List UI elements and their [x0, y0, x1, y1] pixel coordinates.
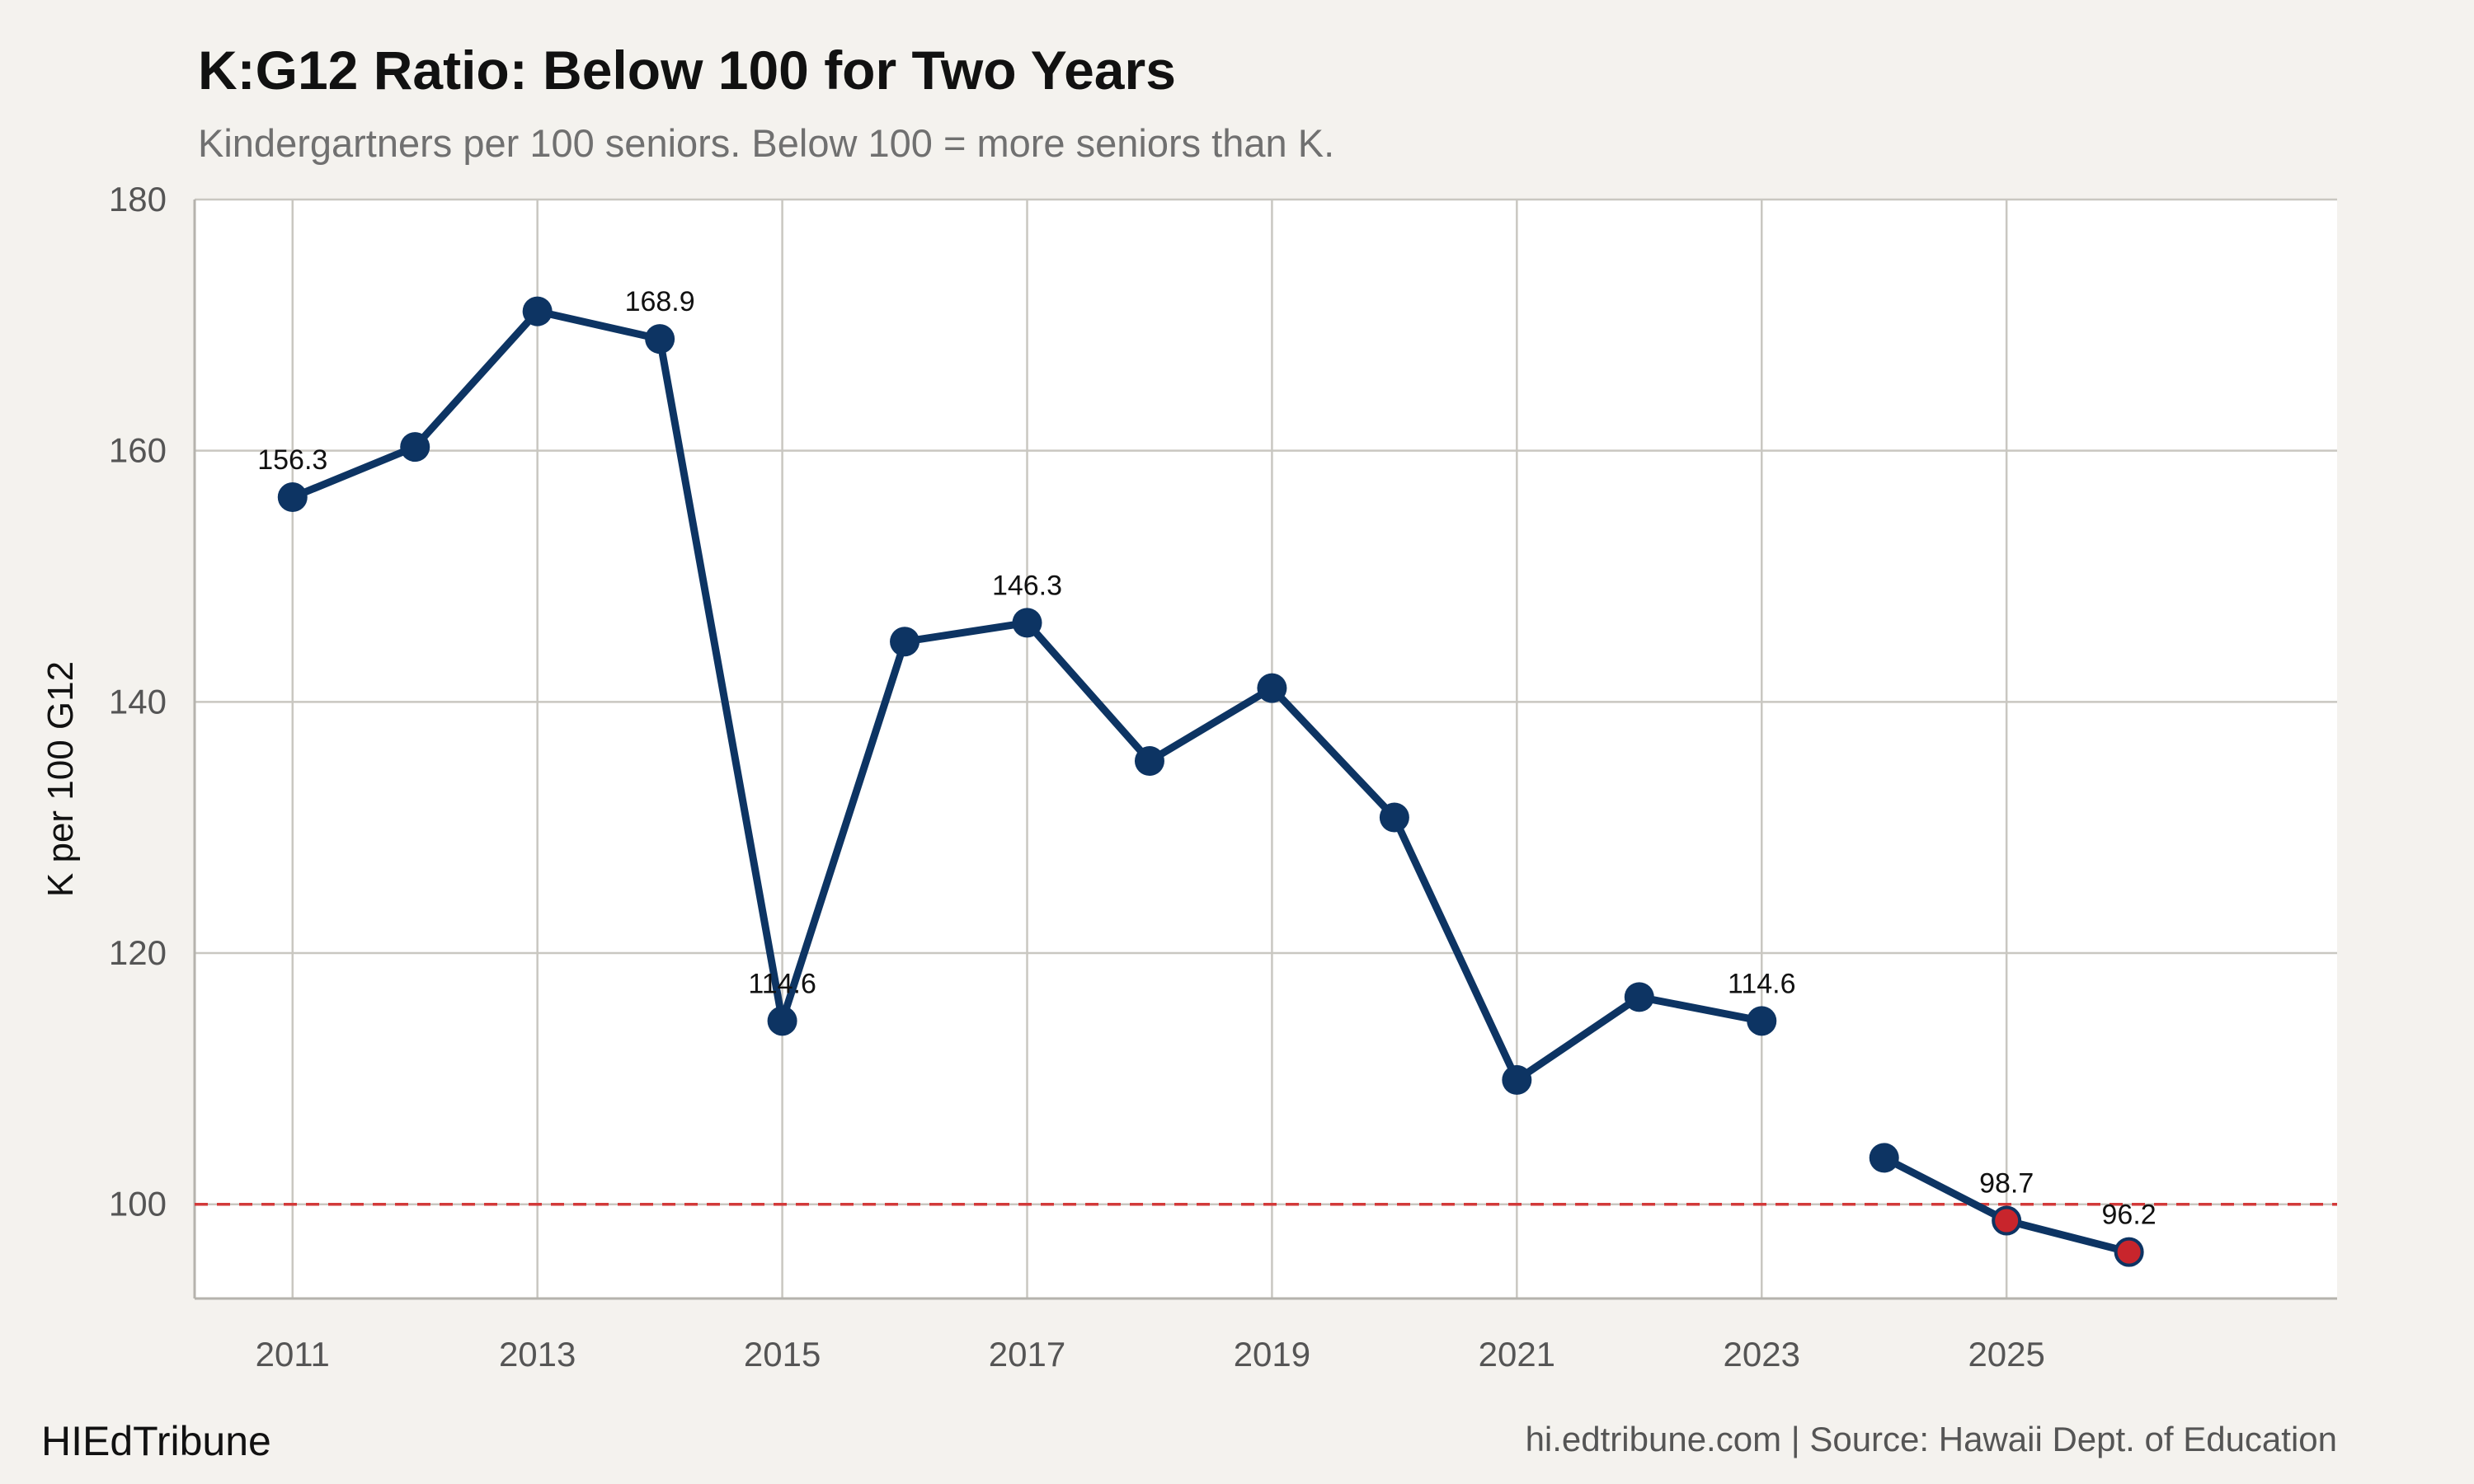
y-axis-title: K per 100 G12 — [40, 661, 81, 897]
brand-label: HIEdTribune — [41, 1418, 271, 1464]
x-tick-label: 2019 — [1234, 1335, 1310, 1374]
chart-subtitle: Kindergartners per 100 seniors. Below 10… — [198, 121, 1334, 165]
x-tick-label: 2015 — [744, 1335, 821, 1374]
x-tick-label: 2013 — [499, 1335, 576, 1374]
y-tick-label: 180 — [109, 180, 167, 218]
x-tick-label: 2025 — [1968, 1335, 2044, 1374]
data-point — [400, 432, 430, 463]
x-tick-label: 2011 — [256, 1335, 330, 1374]
data-label: 114.6 — [1728, 968, 1796, 999]
y-tick-label: 100 — [109, 1185, 167, 1223]
data-point — [1747, 1006, 1777, 1036]
data-point — [1134, 745, 1164, 776]
data-point — [1379, 802, 1409, 833]
data-point — [1012, 608, 1042, 638]
data-label: 114.6 — [748, 968, 816, 999]
data-point — [645, 324, 675, 355]
x-tick-label: 2017 — [989, 1335, 1065, 1374]
data-point — [277, 482, 308, 513]
y-tick-label: 120 — [109, 933, 167, 972]
data-point — [767, 1006, 797, 1036]
data-point — [1257, 673, 1287, 703]
data-point — [1502, 1064, 1532, 1095]
plot-area: 100 120 140 160 180 2011 2013 2015 2017 2019 2021 2… — [109, 180, 2337, 1374]
data-label: 168.9 — [625, 286, 695, 317]
source-label: hi.edtribune.com | Source: Hawaii Dept. … — [1526, 1420, 2337, 1458]
data-label: 96.2 — [2102, 1200, 2157, 1231]
data-point — [1869, 1143, 1899, 1173]
plot-background — [195, 200, 2337, 1298]
data-point — [522, 296, 553, 326]
y-tick-label: 160 — [109, 431, 167, 470]
data-label: 156.3 — [257, 444, 327, 476]
highlighted-point — [2114, 1237, 2144, 1267]
chart-title: K:G12 Ratio: Below 100 for Two Years — [198, 40, 1176, 101]
x-tick-label: 2021 — [1479, 1335, 1555, 1374]
highlighted-point — [1992, 1205, 2022, 1236]
data-point — [1624, 982, 1654, 1012]
data-point — [890, 627, 920, 657]
y-tick-label: 140 — [109, 682, 167, 721]
data-label: 146.3 — [992, 570, 1062, 601]
data-label: 98.7 — [1979, 1168, 2034, 1200]
x-tick-label: 2023 — [1724, 1335, 1800, 1374]
